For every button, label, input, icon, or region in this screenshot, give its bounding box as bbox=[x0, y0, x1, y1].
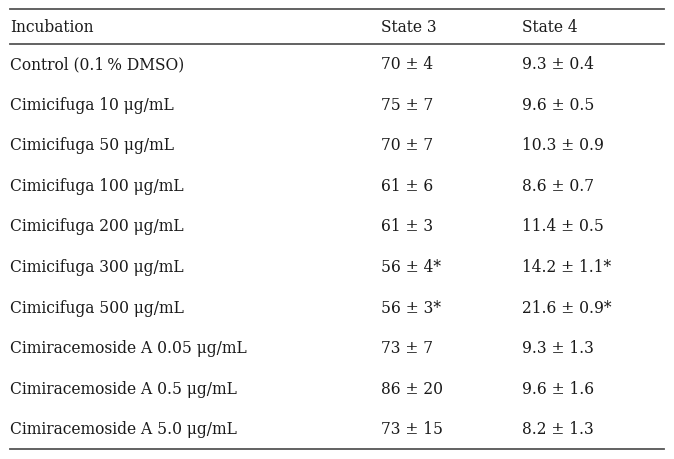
Text: 9.3 ± 0.4: 9.3 ± 0.4 bbox=[522, 56, 594, 73]
Text: Control (0.1 % DMSO): Control (0.1 % DMSO) bbox=[10, 56, 185, 73]
Text: 9.6 ± 1.6: 9.6 ± 1.6 bbox=[522, 380, 594, 397]
Text: 10.3 ± 0.9: 10.3 ± 0.9 bbox=[522, 137, 604, 154]
Text: 9.6 ± 0.5: 9.6 ± 0.5 bbox=[522, 97, 594, 114]
Text: State 4: State 4 bbox=[522, 19, 578, 36]
Text: Cimicifuga 300 μg/mL: Cimicifuga 300 μg/mL bbox=[10, 258, 184, 275]
Text: 73 ± 15: 73 ± 15 bbox=[381, 420, 443, 437]
Text: 70 ± 7: 70 ± 7 bbox=[381, 137, 433, 154]
Text: State 3: State 3 bbox=[381, 19, 437, 36]
Text: Cimicifuga 500 μg/mL: Cimicifuga 500 μg/mL bbox=[10, 299, 184, 316]
Text: Cimicifuga 200 μg/mL: Cimicifuga 200 μg/mL bbox=[10, 218, 184, 235]
Text: 21.6 ± 0.9*: 21.6 ± 0.9* bbox=[522, 299, 612, 316]
Text: Cimicifuga 50 μg/mL: Cimicifuga 50 μg/mL bbox=[10, 137, 174, 154]
Text: 73 ± 7: 73 ± 7 bbox=[381, 339, 433, 356]
Text: 70 ± 4: 70 ± 4 bbox=[381, 56, 433, 73]
Text: Cimiracemoside A 5.0 μg/mL: Cimiracemoside A 5.0 μg/mL bbox=[10, 420, 237, 437]
Text: 8.6 ± 0.7: 8.6 ± 0.7 bbox=[522, 178, 594, 195]
Text: Incubation: Incubation bbox=[10, 19, 94, 36]
Text: 14.2 ± 1.1*: 14.2 ± 1.1* bbox=[522, 258, 611, 275]
Text: 9.3 ± 1.3: 9.3 ± 1.3 bbox=[522, 339, 594, 356]
Text: 11.4 ± 0.5: 11.4 ± 0.5 bbox=[522, 218, 604, 235]
Text: 56 ± 4*: 56 ± 4* bbox=[381, 258, 441, 275]
Text: 75 ± 7: 75 ± 7 bbox=[381, 97, 433, 114]
Text: Cimiracemoside A 0.05 μg/mL: Cimiracemoside A 0.05 μg/mL bbox=[10, 339, 247, 356]
Text: 61 ± 3: 61 ± 3 bbox=[381, 218, 433, 235]
Text: Cimicifuga 100 μg/mL: Cimicifuga 100 μg/mL bbox=[10, 178, 184, 195]
Text: 56 ± 3*: 56 ± 3* bbox=[381, 299, 441, 316]
Text: 61 ± 6: 61 ± 6 bbox=[381, 178, 433, 195]
Text: 86 ± 20: 86 ± 20 bbox=[381, 380, 443, 397]
Text: Cimiracemoside A 0.5 μg/mL: Cimiracemoside A 0.5 μg/mL bbox=[10, 380, 237, 397]
Text: 8.2 ± 1.3: 8.2 ± 1.3 bbox=[522, 420, 594, 437]
Text: Cimicifuga 10 μg/mL: Cimicifuga 10 μg/mL bbox=[10, 97, 174, 114]
